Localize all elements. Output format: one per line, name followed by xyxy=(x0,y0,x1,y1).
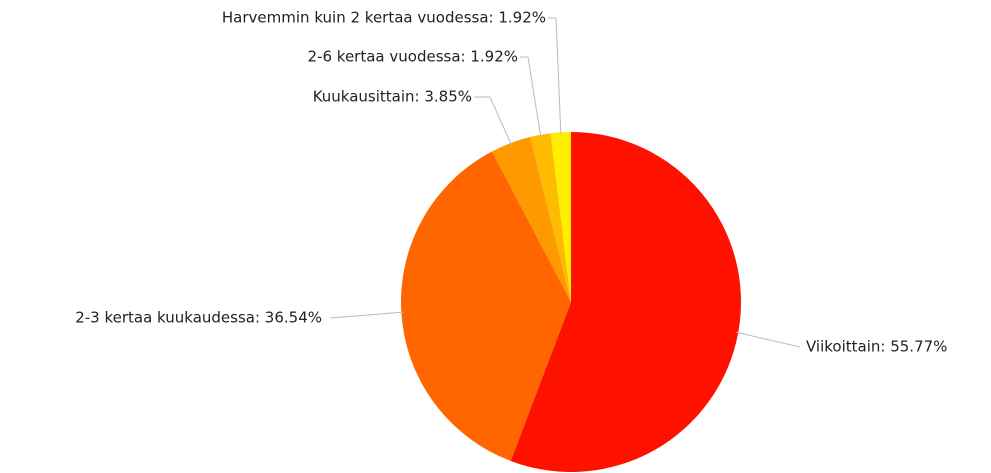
slice-label: 2-6 kertaa vuodessa: 1.92% xyxy=(308,48,518,66)
slice-label: 2-3 kertaa kuukaudessa: 36.54% xyxy=(75,309,322,327)
leader-line xyxy=(329,311,404,319)
slice-label: Viikoittain: 55.77% xyxy=(806,338,947,356)
pie-slice xyxy=(492,136,571,302)
pie-slice xyxy=(400,151,571,461)
slice-label: Kuukausittain: 3.85% xyxy=(313,88,472,106)
pie-slice xyxy=(510,132,741,472)
pie-slice xyxy=(550,132,571,302)
pie-slice xyxy=(530,133,571,302)
leader-line xyxy=(520,56,542,137)
leader-line xyxy=(474,96,512,146)
leader-line xyxy=(736,331,801,348)
leader-line xyxy=(548,17,562,135)
slice-label: Harvemmin kuin 2 kertaa vuodessa: 1.92% xyxy=(222,9,546,27)
